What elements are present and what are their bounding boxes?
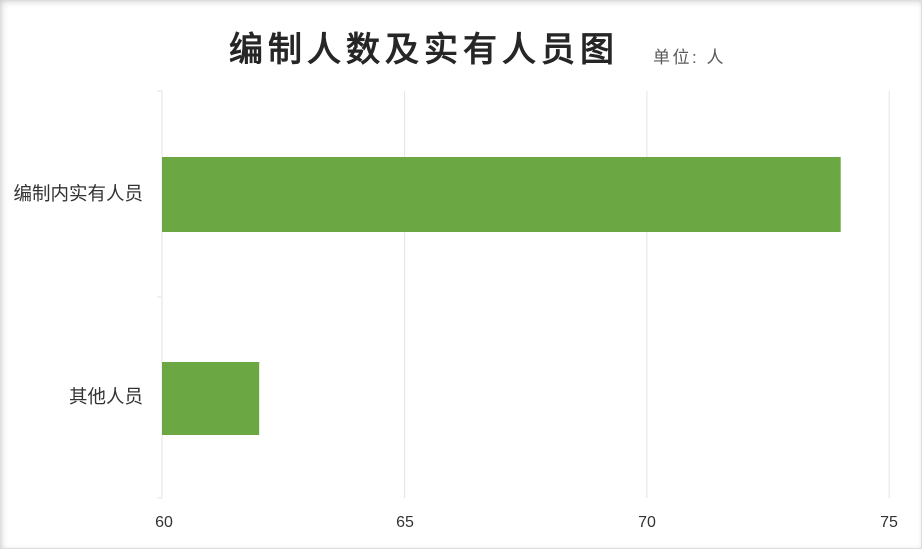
svg-text:60: 60 xyxy=(155,514,173,531)
svg-text:编制内实有人员: 编制内实有人员 xyxy=(13,183,143,204)
svg-text:65: 65 xyxy=(396,514,414,531)
svg-text:其他人员: 其他人员 xyxy=(69,386,143,407)
svg-text:70: 70 xyxy=(638,514,656,531)
svg-text:75: 75 xyxy=(880,514,898,531)
